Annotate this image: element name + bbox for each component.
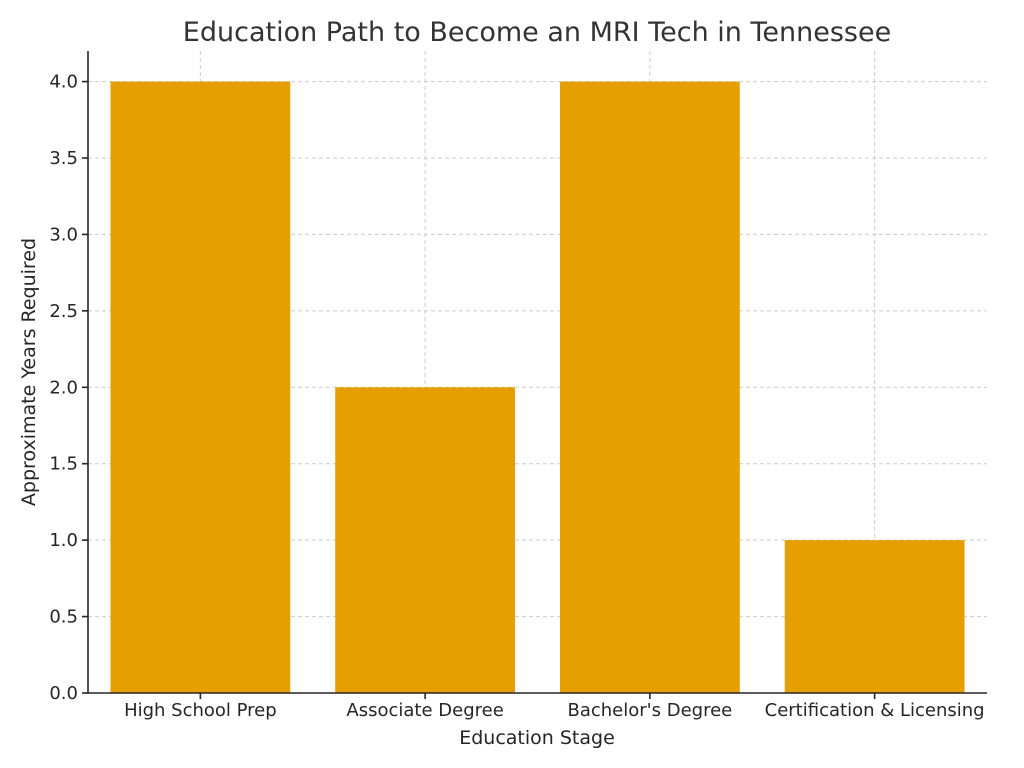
x-tick-labels: High School Prep Associate Degree Bachelor… bbox=[124, 700, 985, 721]
x-tick-label: Associate Degree bbox=[346, 700, 503, 721]
x-tick-label: Certification & Licensing bbox=[765, 700, 985, 721]
y-tick-label: 3.5 bbox=[49, 148, 78, 169]
y-tick-label: 2.5 bbox=[49, 301, 78, 322]
bar-high-school-prep bbox=[110, 81, 291, 694]
y-tick-label: 1.5 bbox=[49, 454, 78, 475]
y-tick-labels: 0.0 0.5 1.0 1.5 2.0 2.5 3.0 3.5 4.0 bbox=[49, 72, 78, 704]
bar-bachelor-s-degree bbox=[559, 81, 740, 694]
bars bbox=[110, 81, 965, 694]
y-tick-label: 3.0 bbox=[49, 224, 78, 245]
y-tick-label: 4.0 bbox=[49, 72, 78, 93]
y-axis-label: Approximate Years Required bbox=[18, 238, 40, 506]
y-tick-label: 0.0 bbox=[49, 683, 78, 704]
bar-certification-licensing bbox=[784, 540, 965, 693]
y-tick-label: 2.0 bbox=[49, 377, 78, 398]
x-tick-label: High School Prep bbox=[124, 700, 277, 721]
x-axis-label: Education Stage bbox=[459, 727, 615, 749]
y-tick-label: 0.5 bbox=[49, 607, 78, 628]
chart-title: Education Path to Become an MRI Tech in … bbox=[183, 17, 891, 48]
x-tick-label: Bachelor's Degree bbox=[568, 700, 733, 721]
axes bbox=[82, 51, 987, 699]
bar-associate-degree bbox=[335, 387, 516, 693]
y-tick-label: 1.0 bbox=[49, 530, 78, 551]
